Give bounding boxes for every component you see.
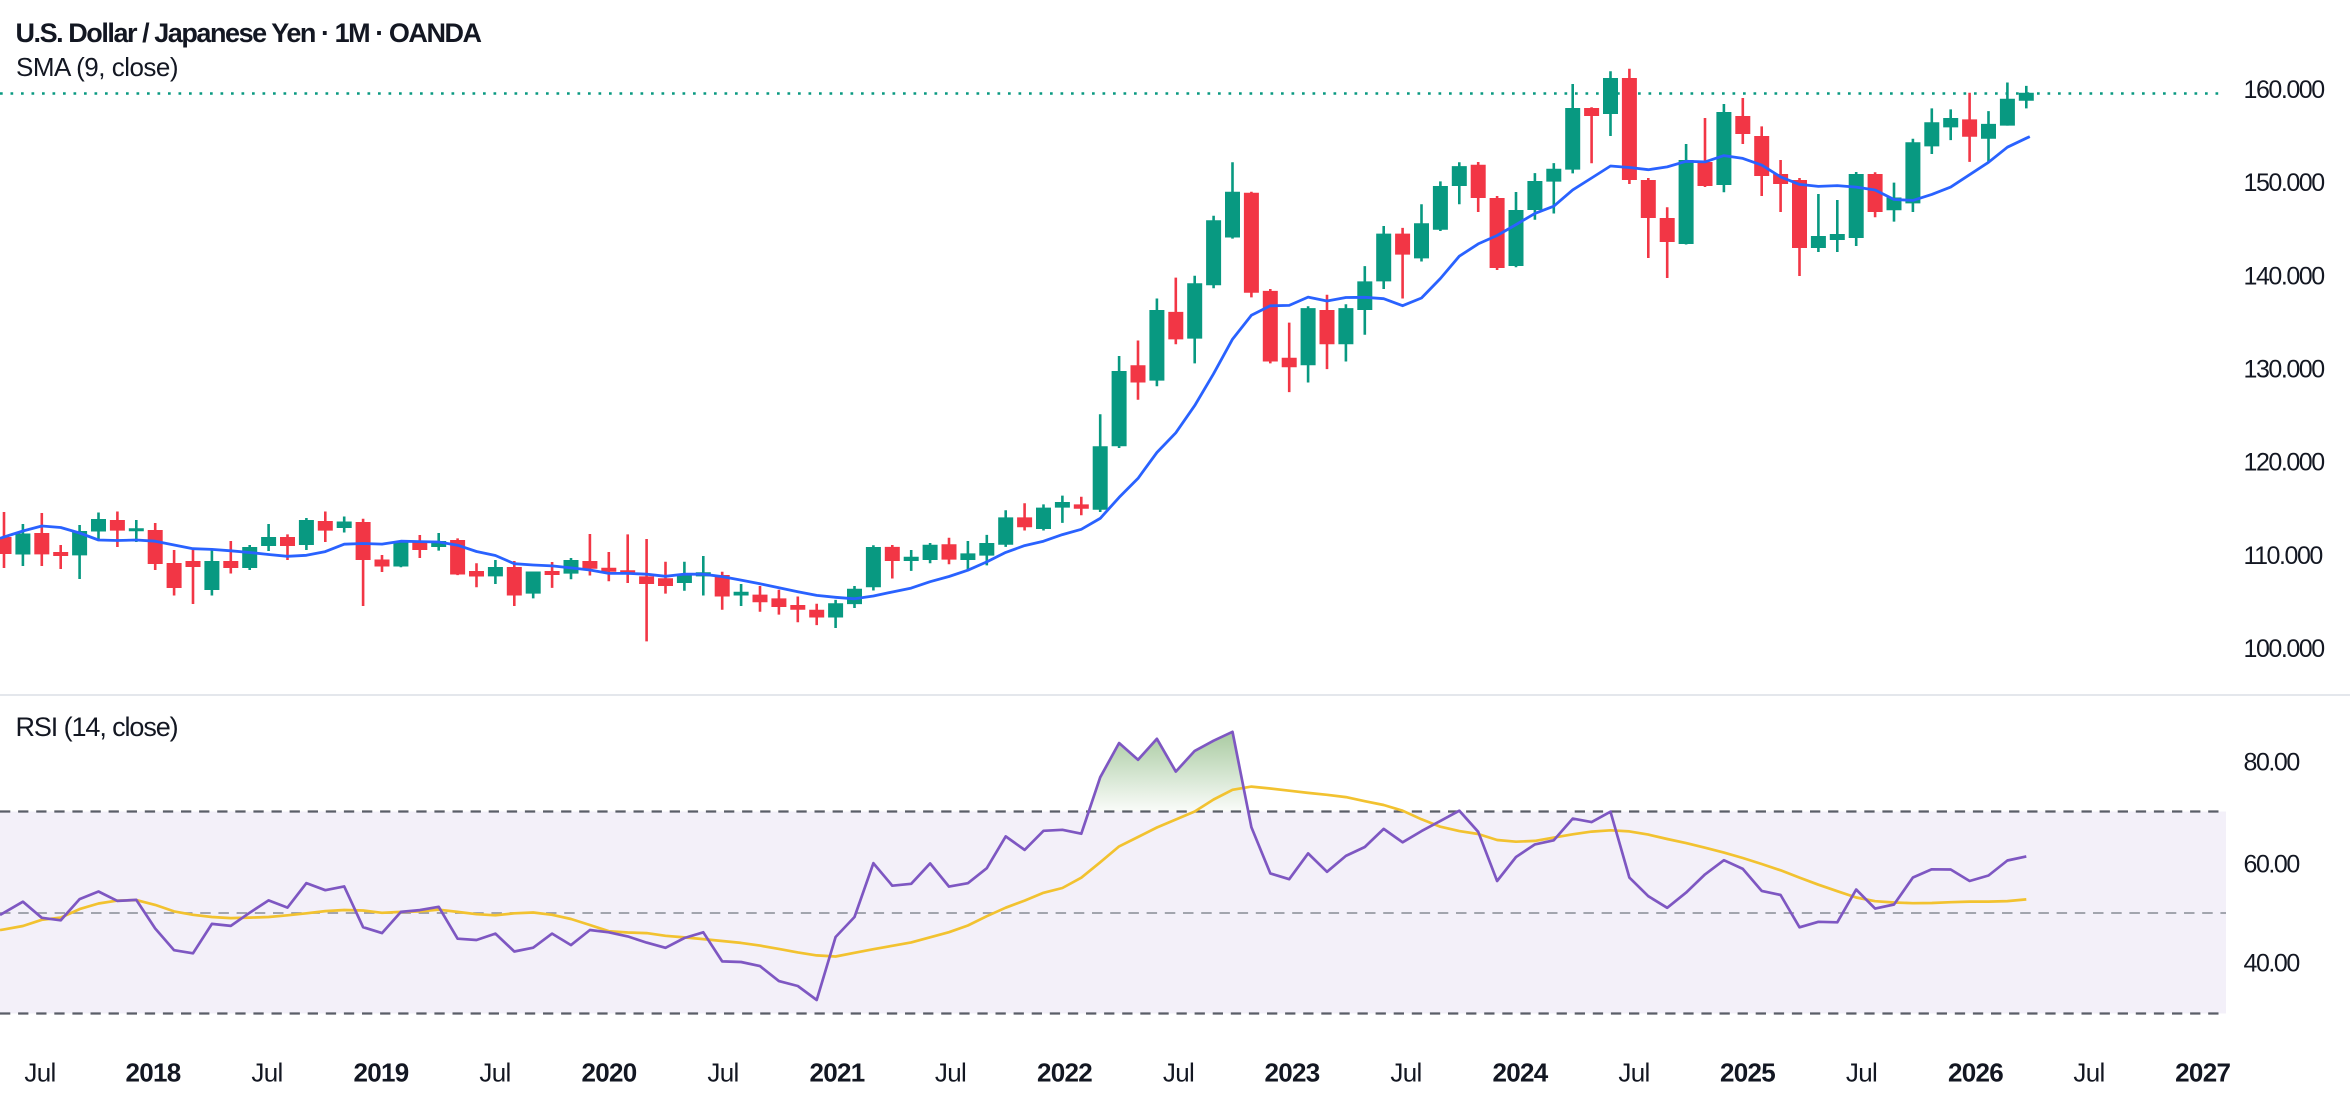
svg-text:2019: 2019: [353, 1058, 408, 1088]
svg-text:110.000: 110.000: [2244, 542, 2323, 570]
svg-text:Jul: Jul: [1390, 1058, 1421, 1088]
svg-text:2027: 2027: [2175, 1058, 2230, 1088]
svg-text:2022: 2022: [1037, 1058, 1092, 1088]
svg-text:140.000: 140.000: [2244, 262, 2325, 290]
svg-text:2023: 2023: [1264, 1058, 1319, 1088]
svg-text:60.00: 60.00: [2244, 850, 2300, 878]
svg-text:160.000: 160.000: [2244, 76, 2325, 104]
svg-text:Jul: Jul: [935, 1058, 966, 1088]
svg-text:Jul: Jul: [251, 1058, 282, 1088]
svg-text:150.000: 150.000: [2244, 169, 2325, 197]
svg-text:100.000: 100.000: [2244, 635, 2325, 663]
svg-text:Jul: Jul: [1846, 1058, 1877, 1088]
svg-text:Jul: Jul: [479, 1058, 510, 1088]
svg-text:2021: 2021: [809, 1058, 864, 1088]
svg-text:Jul: Jul: [707, 1058, 738, 1088]
svg-text:2018: 2018: [125, 1058, 180, 1088]
svg-text:2026: 2026: [1948, 1058, 2003, 1088]
svg-text:120.000: 120.000: [2244, 449, 2325, 477]
svg-text:2025: 2025: [1720, 1058, 1775, 1088]
svg-text:Jul: Jul: [2073, 1058, 2104, 1088]
svg-text:2024: 2024: [1492, 1058, 1548, 1088]
svg-text:Jul: Jul: [1163, 1058, 1194, 1088]
svg-text:RSI (14, close): RSI (14, close): [16, 712, 178, 742]
svg-text:40.00: 40.00: [2244, 949, 2300, 977]
svg-text:80.00: 80.00: [2244, 748, 2300, 776]
svg-text:130.000: 130.000: [2244, 356, 2325, 384]
svg-text:U.S. Dollar / Japanese Yen · 1: U.S. Dollar / Japanese Yen · 1M · OANDA: [16, 18, 482, 48]
svg-text:Jul: Jul: [24, 1058, 55, 1088]
svg-text:2020: 2020: [581, 1058, 636, 1088]
svg-text:Jul: Jul: [1618, 1058, 1649, 1088]
svg-text:SMA (9, close): SMA (9, close): [16, 52, 178, 82]
